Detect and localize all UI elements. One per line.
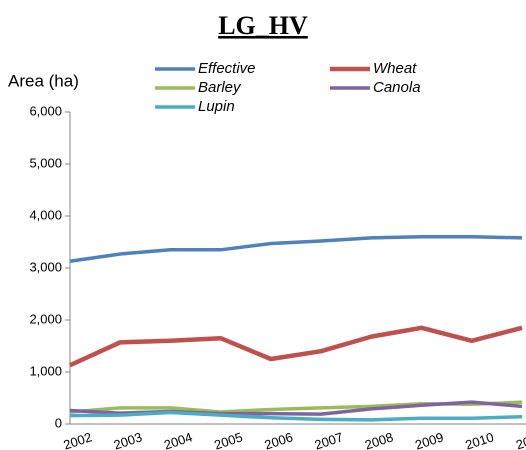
y-tick-label: 4,000	[29, 207, 62, 222]
x-tick-label: 2006	[262, 429, 294, 450]
x-tick-label: 2009	[413, 429, 445, 450]
series-line	[69, 325, 523, 368]
legend-label: Lupin	[198, 98, 235, 115]
y-tick-label: 1,000	[29, 363, 62, 378]
x-tick-label: 2007	[313, 429, 345, 450]
legend-label: Effective	[198, 60, 256, 77]
y-tick-label: 5,000	[29, 155, 62, 170]
x-tick-label: 2011	[514, 430, 526, 450]
y-axis-label: Area (ha)	[8, 71, 79, 90]
legend-label: Wheat	[373, 60, 417, 77]
x-tick-label: 2004	[162, 429, 194, 450]
chart-title: LG_HV	[218, 11, 308, 40]
legend-label: Barley	[198, 79, 242, 96]
y-tick-label: 0	[55, 415, 62, 430]
y-tick-label: 3,000	[29, 259, 62, 274]
y-tick-label: 2,000	[29, 311, 62, 326]
x-tick-label: 2008	[363, 429, 395, 450]
x-tick-label: 2005	[212, 429, 244, 450]
series-line	[69, 235, 523, 263]
x-tick-label: 2010	[463, 429, 495, 450]
y-tick-label: 6,000	[29, 103, 62, 118]
legend-label: Canola	[373, 79, 421, 96]
x-tick-label: 2002	[62, 429, 94, 450]
series-line	[69, 410, 523, 422]
x-tick-label: 2003	[112, 429, 144, 450]
